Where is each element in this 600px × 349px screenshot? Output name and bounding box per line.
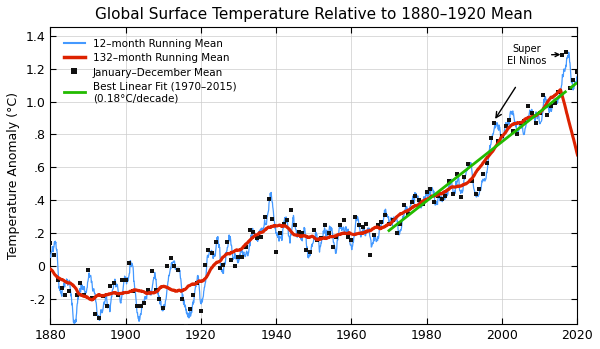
Legend: 12–month Running Mean, 132–month Running Mean, January–December Mean, Best Linea: 12–month Running Mean, 132–month Running… [61,36,240,106]
Title: Global Surface Temperature Relative to 1880–1920 Mean: Global Surface Temperature Relative to 1… [95,7,532,22]
Y-axis label: Temperature Anomaly (°C): Temperature Anomaly (°C) [7,92,20,259]
Text: Super
El Ninos: Super El Ninos [506,44,559,66]
